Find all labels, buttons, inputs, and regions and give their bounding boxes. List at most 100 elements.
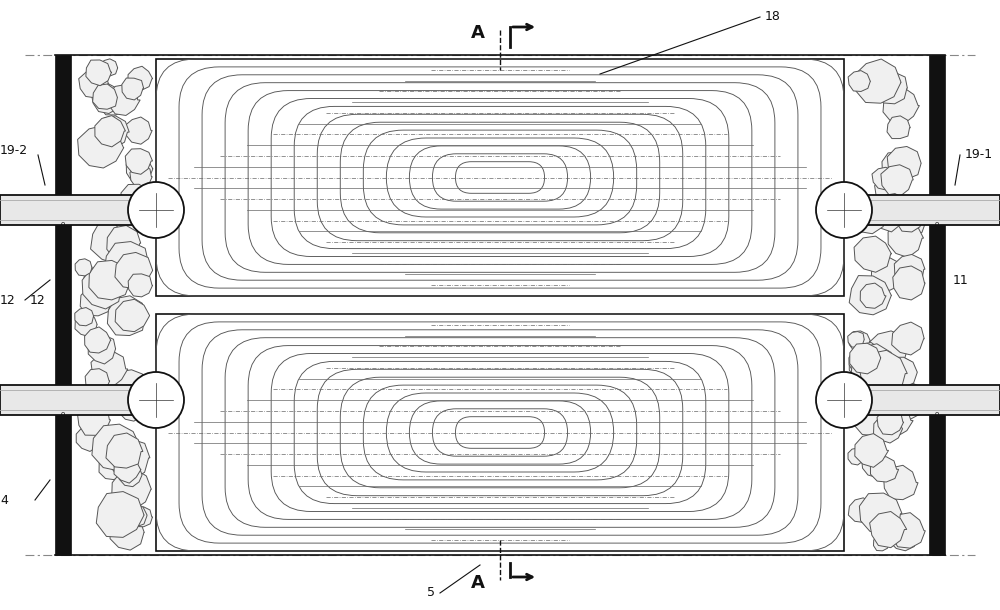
Text: o: o bbox=[935, 411, 939, 417]
Polygon shape bbox=[89, 260, 131, 300]
Polygon shape bbox=[110, 514, 144, 550]
Polygon shape bbox=[92, 424, 140, 471]
Polygon shape bbox=[100, 59, 118, 76]
Polygon shape bbox=[115, 300, 150, 332]
Circle shape bbox=[816, 372, 872, 428]
Polygon shape bbox=[125, 117, 152, 144]
Polygon shape bbox=[99, 88, 128, 115]
Polygon shape bbox=[874, 415, 903, 443]
Polygon shape bbox=[76, 425, 101, 451]
Polygon shape bbox=[882, 152, 913, 182]
Polygon shape bbox=[78, 126, 124, 168]
Polygon shape bbox=[79, 70, 109, 98]
Polygon shape bbox=[91, 220, 136, 264]
Polygon shape bbox=[131, 382, 152, 402]
Bar bbox=[55, 55, 71, 555]
Polygon shape bbox=[90, 197, 117, 224]
Polygon shape bbox=[86, 60, 112, 85]
Polygon shape bbox=[887, 146, 921, 179]
Polygon shape bbox=[860, 283, 886, 308]
Polygon shape bbox=[107, 296, 148, 336]
Polygon shape bbox=[877, 335, 903, 361]
Polygon shape bbox=[75, 259, 92, 276]
Polygon shape bbox=[889, 522, 917, 551]
Bar bbox=[0, 195, 154, 225]
Polygon shape bbox=[88, 336, 116, 364]
Polygon shape bbox=[848, 331, 870, 353]
Text: A: A bbox=[471, 574, 485, 592]
Polygon shape bbox=[883, 88, 919, 124]
Polygon shape bbox=[98, 116, 129, 148]
Polygon shape bbox=[849, 351, 870, 373]
Polygon shape bbox=[99, 455, 126, 479]
Polygon shape bbox=[855, 434, 889, 467]
Polygon shape bbox=[852, 391, 897, 436]
Bar bbox=[929, 55, 945, 555]
Polygon shape bbox=[114, 456, 141, 483]
Polygon shape bbox=[871, 258, 904, 290]
Polygon shape bbox=[104, 242, 149, 286]
Polygon shape bbox=[85, 327, 111, 353]
Text: 12: 12 bbox=[30, 293, 46, 306]
Text: 12: 12 bbox=[0, 293, 16, 306]
Polygon shape bbox=[870, 457, 899, 482]
Polygon shape bbox=[92, 368, 135, 411]
Bar bbox=[846, 195, 1000, 225]
Polygon shape bbox=[128, 66, 153, 90]
Polygon shape bbox=[868, 387, 895, 414]
Polygon shape bbox=[848, 498, 874, 522]
Text: o: o bbox=[61, 221, 65, 227]
Polygon shape bbox=[875, 178, 901, 204]
Polygon shape bbox=[888, 221, 924, 257]
Polygon shape bbox=[848, 448, 865, 465]
Polygon shape bbox=[132, 507, 153, 527]
Polygon shape bbox=[121, 184, 153, 212]
Polygon shape bbox=[93, 84, 117, 109]
Polygon shape bbox=[107, 226, 141, 261]
Polygon shape bbox=[872, 167, 896, 190]
Polygon shape bbox=[887, 381, 926, 420]
Polygon shape bbox=[77, 404, 111, 436]
Polygon shape bbox=[893, 266, 925, 300]
Polygon shape bbox=[894, 254, 925, 285]
Polygon shape bbox=[877, 409, 904, 435]
Bar bbox=[156, 314, 844, 551]
Bar bbox=[156, 59, 844, 296]
Polygon shape bbox=[897, 206, 924, 232]
Polygon shape bbox=[892, 322, 924, 355]
Polygon shape bbox=[112, 468, 151, 509]
Polygon shape bbox=[91, 351, 128, 387]
Polygon shape bbox=[106, 433, 143, 468]
Polygon shape bbox=[897, 207, 926, 237]
Polygon shape bbox=[130, 165, 152, 188]
Polygon shape bbox=[848, 71, 870, 92]
Text: 5: 5 bbox=[427, 586, 435, 600]
Polygon shape bbox=[891, 358, 914, 382]
Polygon shape bbox=[111, 370, 147, 403]
Polygon shape bbox=[75, 313, 97, 337]
Polygon shape bbox=[890, 512, 925, 548]
Polygon shape bbox=[115, 253, 153, 289]
Polygon shape bbox=[75, 307, 94, 326]
Polygon shape bbox=[862, 452, 888, 478]
Polygon shape bbox=[878, 193, 908, 221]
Polygon shape bbox=[868, 331, 907, 372]
Circle shape bbox=[128, 372, 184, 428]
Polygon shape bbox=[878, 364, 905, 390]
Polygon shape bbox=[855, 59, 901, 103]
Polygon shape bbox=[85, 368, 110, 393]
Polygon shape bbox=[122, 503, 147, 527]
Polygon shape bbox=[107, 439, 150, 479]
Polygon shape bbox=[881, 165, 913, 196]
Polygon shape bbox=[849, 276, 891, 315]
Text: 4: 4 bbox=[0, 493, 8, 506]
Polygon shape bbox=[82, 265, 122, 309]
Bar bbox=[0, 385, 154, 415]
Polygon shape bbox=[849, 343, 888, 384]
Text: 18: 18 bbox=[765, 10, 781, 24]
Text: o: o bbox=[61, 411, 65, 417]
Polygon shape bbox=[113, 199, 150, 235]
Polygon shape bbox=[848, 332, 864, 347]
Polygon shape bbox=[884, 465, 918, 500]
Circle shape bbox=[816, 182, 872, 238]
